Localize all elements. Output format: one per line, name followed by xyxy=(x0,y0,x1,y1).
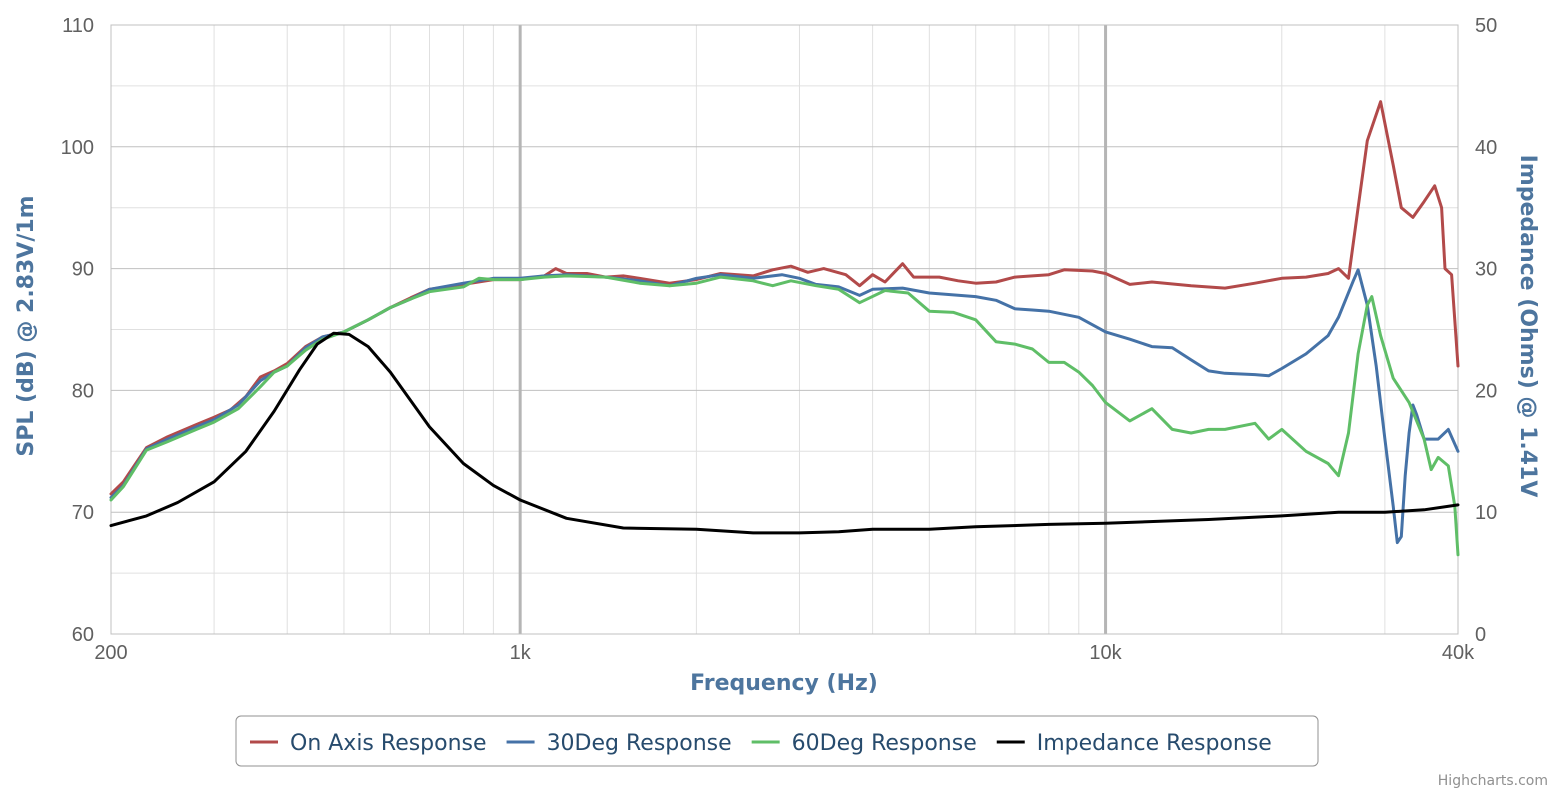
legend: On Axis Response 30Deg Response 60Deg Resp… xyxy=(235,715,1319,767)
left-axis-title: SPL (dB) @ 2.83V/1m xyxy=(14,195,39,456)
left-tick-label: 60 xyxy=(72,624,94,646)
right-tick-label: 50 xyxy=(1475,15,1497,37)
series-line-impedance-response[interactable] xyxy=(109,331,1460,535)
x-tick-label: 200 xyxy=(94,642,127,664)
x-tick-label: 1k xyxy=(510,642,532,664)
x-tick-label: 10k xyxy=(1089,642,1122,664)
legend-label: On Axis Response xyxy=(290,731,487,756)
plot-frame xyxy=(110,24,1459,635)
legend-item[interactable]: On Axis Response xyxy=(250,731,487,756)
left-tick-label: 90 xyxy=(72,259,94,281)
left-tick-label: 110 xyxy=(62,15,94,37)
legend-item[interactable]: 30Deg Response xyxy=(506,731,732,756)
legend-item[interactable]: Impedance Response xyxy=(996,731,1272,756)
x-axis-title: Frequency (Hz) xyxy=(690,671,878,696)
series-group[interactable] xyxy=(109,100,1460,557)
legend-label: 60Deg Response xyxy=(792,731,977,756)
legend-label: Impedance Response xyxy=(1037,731,1272,756)
left-tick-label: 100 xyxy=(61,137,94,159)
credits-link[interactable]: Highcharts.com xyxy=(1438,773,1548,789)
left-tick-label: 70 xyxy=(72,502,94,524)
left-tick-label: 80 xyxy=(72,380,94,402)
right-axis-tick-labels: 0 10 20 30 40 50 xyxy=(1475,15,1497,646)
right-axis-title: Impedance (Ohms) @ 1.41V xyxy=(1515,155,1540,498)
legend-item[interactable]: 60Deg Response xyxy=(751,731,977,756)
right-tick-label: 30 xyxy=(1475,259,1497,281)
right-tick-label: 10 xyxy=(1475,502,1497,524)
right-tick-label: 40 xyxy=(1475,137,1497,159)
minor-grid xyxy=(111,25,1458,634)
right-tick-label: 0 xyxy=(1475,624,1486,646)
x-axis-tick-labels: 200 1k 10k 40k xyxy=(94,642,1475,664)
x-tick-label: 40k xyxy=(1442,642,1475,664)
left-axis-tick-labels: 60 70 80 90 100 110 xyxy=(61,15,94,646)
right-tick-label: 20 xyxy=(1475,380,1497,402)
legend-label: 30Deg Response xyxy=(547,731,732,756)
series-line-60deg-response[interactable] xyxy=(109,274,1460,557)
series-line-on-axis-response[interactable] xyxy=(109,100,1460,496)
series-line-30deg-response[interactable] xyxy=(109,268,1460,545)
